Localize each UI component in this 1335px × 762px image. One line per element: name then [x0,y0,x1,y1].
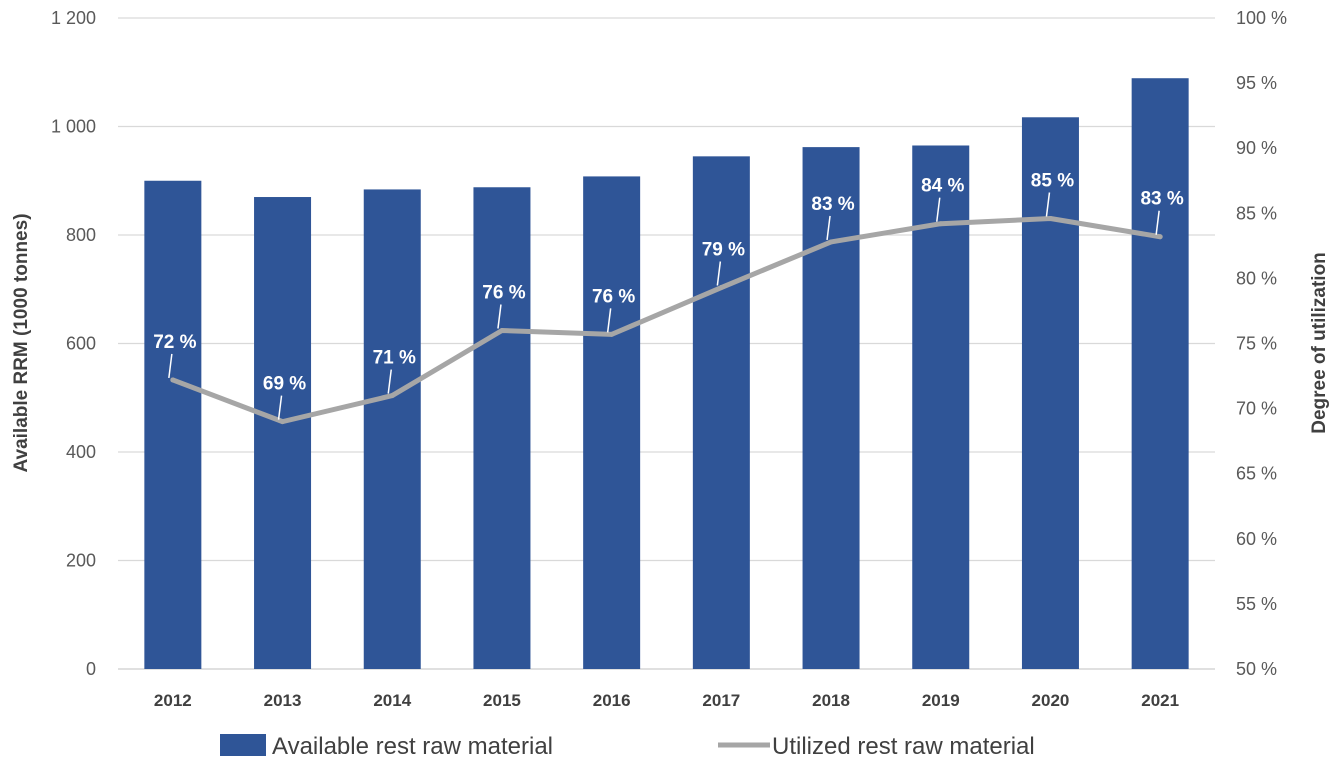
line-series-utilized [170,216,1163,425]
left-axis-ticks: 0 200 400 600 800 1 000 1 200 [51,8,96,679]
category-label: 2020 [1032,691,1070,710]
right-tick-label: 70 % [1236,399,1277,419]
data-label-2012: 72 % [153,332,196,353]
data-label-2013: 69 % [263,374,306,395]
data-label-2014: 71 % [373,348,416,369]
category-label: 2012 [154,691,192,710]
right-axis-title: Degree of utilization [1309,252,1330,434]
right-tick-label: 100 % [1236,8,1287,28]
left-tick-label: 600 [66,334,96,354]
left-axis-title: Available RRM (1000 tonnes) [11,213,32,472]
legend: Available rest raw material Utilized res… [220,733,1035,760]
data-label-2016: 76 % [592,286,635,307]
data-label-2020: 85 % [1031,171,1074,192]
right-tick-label: 55 % [1236,594,1277,614]
bar-2013 [254,197,312,669]
bar-2019 [912,145,970,670]
left-tick-label: 800 [66,225,96,245]
left-tick-label: 200 [66,551,96,571]
right-tick-label: 60 % [1236,529,1277,549]
leader-line [1045,192,1051,217]
line-point-2013 [280,419,286,425]
bar-2018 [802,147,860,670]
line-point-2014 [389,393,395,399]
right-tick-label: 50 % [1236,659,1277,679]
right-tick-label: 90 % [1236,138,1277,158]
line-utilized [170,216,1163,425]
right-tick-label: 80 % [1236,268,1277,288]
legend-label-available: Available rest raw material [272,733,553,760]
left-tick-label: 0 [86,659,96,679]
leader-line [497,304,502,329]
category-label: 2019 [922,691,960,710]
category-label: 2013 [264,691,302,710]
line-point-2017 [718,285,724,291]
data-label-2017: 79 % [702,240,745,261]
left-tick-label: 1 200 [51,8,96,28]
leader-line [716,261,722,286]
right-tick-label: 85 % [1236,203,1277,223]
leader-line [168,353,173,379]
leader-line [387,369,392,394]
bar-2016 [583,176,641,669]
category-label: 2021 [1141,691,1179,710]
bar-2021 [1131,78,1189,669]
bar-2017 [692,156,750,669]
data-label-2021: 83 % [1140,189,1183,210]
bar-2020 [1021,117,1079,670]
line-point-2021 [1157,234,1163,240]
right-tick-label: 65 % [1236,464,1277,484]
line-point-2016 [609,331,615,337]
line-point-2019 [938,221,944,227]
leader-line [936,197,941,222]
bar-2012 [144,180,202,669]
legend-label-utilized: Utilized rest raw material [772,733,1035,760]
line-point-2012 [170,377,176,383]
bar-2015 [473,187,531,669]
bar-series-available [144,78,1189,670]
data-label-2015: 76 % [482,282,525,303]
leader-line [277,395,283,420]
left-tick-label: 400 [66,442,96,462]
left-tick-label: 1 000 [51,117,96,137]
line-point-2018 [828,239,834,245]
category-axis-labels: 2012 2013 2014 2015 2016 2017 2018 2019 2020 2021 [154,691,1179,710]
leader-line [1155,210,1160,235]
right-tick-label: 75 % [1236,334,1277,354]
leader-line [826,215,831,241]
category-label: 2014 [373,691,411,710]
line-point-2020 [1047,216,1053,222]
right-axis-ticks: 50 % 55 % 60 % 65 % 70 % 75 % 80 % 85 % 90 % 95 %… [1236,8,1287,679]
right-tick-label: 95 % [1236,73,1277,93]
category-label: 2017 [702,691,740,710]
category-label: 2016 [593,691,631,710]
category-label: 2015 [483,691,521,710]
data-labels: 72 % 69 % 71 % 76 % 76 % 79 % 83 % 84 % 85 % 83 % [153,171,1184,420]
line-point-2015 [499,327,505,333]
legend-swatch-available [220,734,266,756]
category-label: 2018 [812,691,850,710]
data-label-2019: 84 % [921,176,964,197]
bar-2014 [363,189,421,669]
leader-line [606,308,612,333]
data-label-2018: 83 % [811,194,854,215]
